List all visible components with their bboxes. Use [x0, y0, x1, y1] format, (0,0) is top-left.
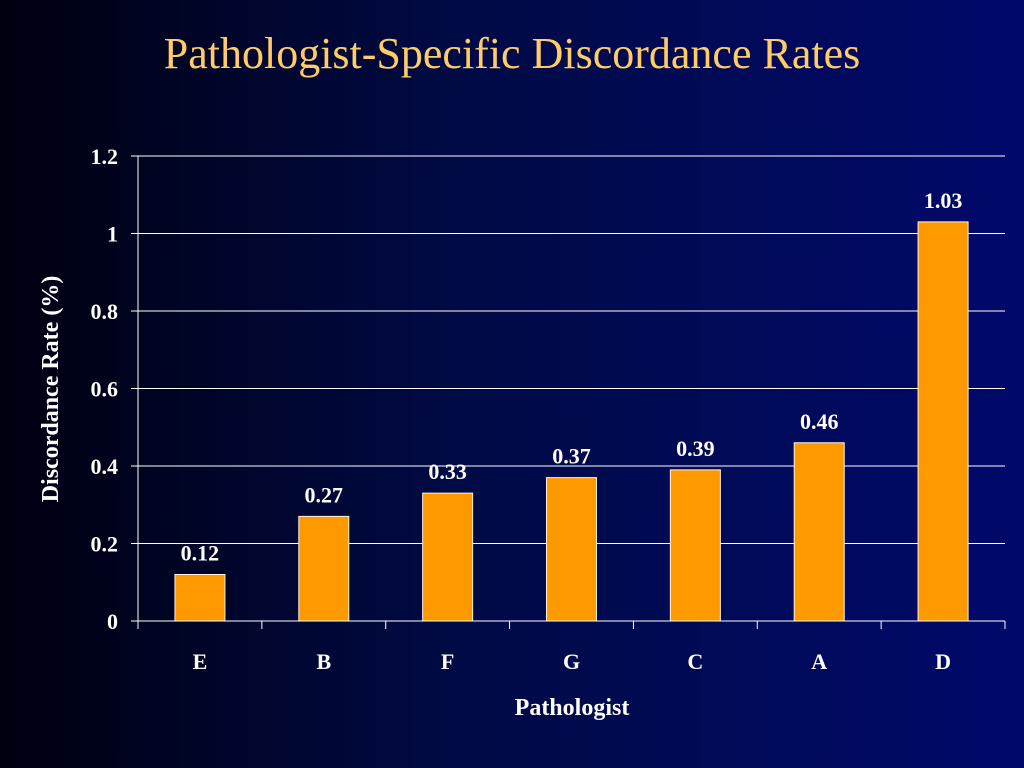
y-tick-label: 0.4 [91, 454, 119, 479]
data-label: 0.39 [676, 436, 715, 461]
bar-E [174, 574, 226, 622]
bar-C [669, 469, 721, 622]
bar-F [422, 492, 474, 622]
bar-G [546, 477, 597, 622]
y-tick-label: 1.2 [91, 144, 119, 169]
x-tick-label: D [935, 649, 951, 674]
y-tick-label: 0.6 [91, 377, 119, 402]
y-tick-label: 0.2 [91, 532, 119, 557]
x-tick-label: G [563, 649, 580, 674]
y-tick-label: 0 [107, 609, 118, 634]
x-tick-label: B [316, 649, 331, 674]
data-label: 0.12 [181, 541, 220, 566]
gridlines [138, 155, 1005, 544]
chart-title: Pathologist-Specific Discordance Rates [163, 29, 861, 78]
data-label: 0.33 [428, 459, 467, 484]
data-label: 1.03 [924, 188, 963, 213]
x-tick-label: F [441, 649, 454, 674]
y-axis-title: Discordance Rate (%) [38, 276, 64, 503]
x-axis-title: Pathologist [515, 695, 630, 721]
x-tick-label: E [193, 649, 208, 674]
data-label: 0.46 [800, 409, 839, 434]
bars [174, 221, 969, 622]
bar-B [298, 515, 350, 622]
y-tick-label: 0.8 [91, 299, 119, 324]
bar-A [793, 442, 845, 622]
data-label: 0.27 [305, 482, 344, 507]
axes [131, 155, 1006, 629]
y-tick-label: 1 [107, 222, 118, 247]
x-tick-label: A [811, 649, 827, 674]
labels: 0 0.2 0.4 0.6 0.8 1 1.2 0.12 E 0.27 B 0.33 F 0.37 G 0.3… [91, 144, 963, 674]
x-tick-label: C [687, 649, 703, 674]
bar-D [917, 221, 969, 622]
data-label: 0.37 [552, 444, 591, 469]
